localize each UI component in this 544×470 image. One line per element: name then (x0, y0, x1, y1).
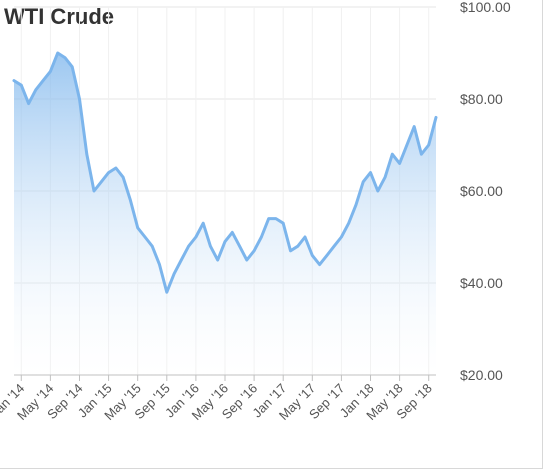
data-point (420, 153, 423, 156)
data-point (129, 199, 132, 202)
y-tick-label: $40.00 (460, 275, 503, 291)
data-point (289, 249, 292, 252)
data-point (412, 125, 416, 128)
data-point (427, 143, 430, 147)
data-point (223, 240, 227, 243)
data-point (340, 235, 343, 239)
chart-title: WTI Crude (4, 4, 114, 29)
data-point (354, 203, 358, 206)
data-point (63, 56, 67, 59)
series-area (14, 53, 436, 375)
data-point (260, 235, 263, 239)
data-point (434, 116, 438, 119)
data-point (180, 258, 183, 262)
data-point (311, 254, 314, 257)
data-point (78, 97, 81, 101)
data-point (325, 254, 329, 257)
area-layer (12, 51, 438, 375)
data-point (369, 171, 372, 174)
data-point (332, 245, 336, 248)
data-point (231, 231, 234, 234)
data-point (274, 217, 278, 220)
data-point (303, 235, 307, 239)
data-point (282, 222, 285, 225)
data-point (194, 235, 198, 239)
data-point (56, 51, 59, 55)
data-point (143, 235, 147, 239)
data-point (216, 258, 219, 262)
data-point (92, 189, 96, 193)
data-point (151, 245, 154, 248)
data-point (41, 79, 45, 82)
data-point (238, 245, 241, 248)
data-point (165, 291, 168, 294)
data-point (347, 222, 350, 225)
data-point (252, 249, 256, 252)
data-point (12, 79, 16, 82)
data-point (49, 70, 52, 73)
data-point (318, 263, 321, 266)
data-point (383, 176, 387, 179)
y-tick-label: $60.00 (460, 183, 503, 199)
y-tick-label: $100.00 (460, 0, 511, 15)
data-point (391, 153, 394, 156)
y-tick-label: $80.00 (460, 91, 503, 107)
data-point (405, 143, 409, 147)
data-point (136, 226, 139, 229)
data-point (71, 65, 74, 69)
data-point (107, 171, 110, 174)
data-point (296, 245, 299, 248)
data-point (27, 102, 30, 105)
data-point (267, 217, 270, 220)
data-point (20, 84, 23, 87)
data-point (209, 245, 212, 248)
data-point (398, 162, 401, 165)
data-point (201, 222, 205, 225)
data-point (172, 272, 176, 275)
data-point (245, 258, 249, 262)
y-tick-label: $20.00 (460, 367, 503, 383)
data-point (121, 176, 125, 179)
data-point (85, 153, 88, 156)
data-point (100, 180, 103, 183)
data-point (187, 245, 190, 248)
data-point (34, 88, 38, 92)
data-point (114, 166, 118, 170)
data-point (158, 263, 161, 266)
data-point (376, 189, 379, 193)
data-point (362, 180, 365, 183)
